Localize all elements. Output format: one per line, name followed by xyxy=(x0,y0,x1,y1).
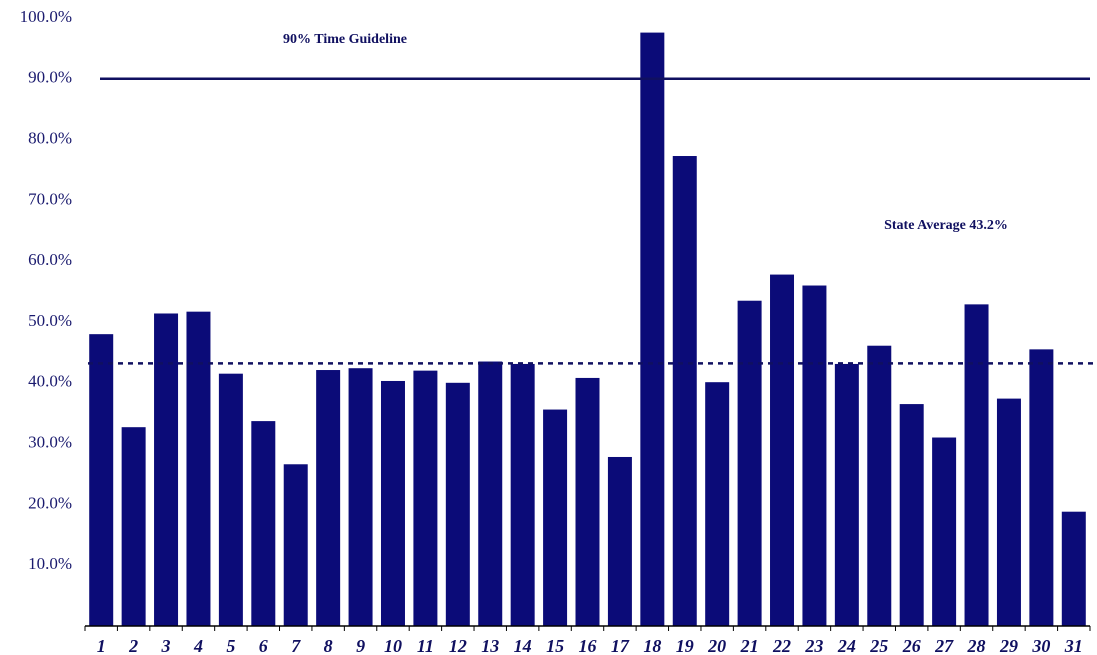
x-tick-label: 13 xyxy=(481,636,499,655)
x-tick-label: 23 xyxy=(804,636,823,655)
bar xyxy=(316,370,341,626)
x-tick-label: 25 xyxy=(869,636,888,655)
reference-label: State Average 43.2% xyxy=(884,218,1008,233)
y-tick-label: 40.0% xyxy=(28,372,72,391)
bar xyxy=(737,300,762,626)
x-tick-label: 1 xyxy=(97,636,106,655)
bar xyxy=(218,373,243,626)
x-tick-label: 30 xyxy=(1031,636,1050,655)
bar xyxy=(640,32,665,627)
bar xyxy=(121,427,146,626)
y-tick-label: 20.0% xyxy=(28,493,72,512)
bar xyxy=(89,334,114,626)
y-tick-label: 60.0% xyxy=(28,250,72,269)
x-tick-label: 18 xyxy=(643,636,661,655)
y-tick-label: 100.0% xyxy=(20,7,72,26)
x-tick-label: 20 xyxy=(707,636,726,655)
x-tick-label: 4 xyxy=(193,636,203,655)
bar xyxy=(348,368,373,626)
x-tick-label: 5 xyxy=(226,636,235,655)
bar xyxy=(607,456,632,626)
x-tick-label: 22 xyxy=(772,636,791,655)
x-tick-label: 8 xyxy=(324,636,333,655)
bar xyxy=(510,363,535,626)
x-tick-label: 11 xyxy=(417,636,434,655)
x-tick-label: 9 xyxy=(356,636,365,655)
bar xyxy=(802,285,827,626)
x-tick-label: 15 xyxy=(546,636,564,655)
x-tick-label: 31 xyxy=(1064,636,1083,655)
reference-label: 90% Time Guideline xyxy=(283,32,407,47)
x-tick-label: 6 xyxy=(259,636,268,655)
x-tick-label: 14 xyxy=(514,636,532,655)
bar xyxy=(186,311,211,626)
bar xyxy=(672,156,697,627)
x-tick-label: 12 xyxy=(449,636,467,655)
bar xyxy=(705,382,730,626)
bar xyxy=(834,363,859,626)
bar xyxy=(251,421,276,626)
bar xyxy=(575,377,600,626)
bar xyxy=(770,274,795,626)
bar xyxy=(964,304,989,626)
bar xyxy=(283,464,308,626)
x-tick-label: 29 xyxy=(999,636,1018,655)
y-tick-label: 70.0% xyxy=(28,189,72,208)
y-tick-label: 30.0% xyxy=(28,433,72,452)
x-tick-label: 3 xyxy=(161,636,171,655)
bar xyxy=(996,398,1021,626)
x-tick-label: 16 xyxy=(579,636,597,655)
bar xyxy=(154,313,179,626)
x-tick-label: 21 xyxy=(740,636,759,655)
bar xyxy=(543,409,568,626)
x-tick-label: 7 xyxy=(291,636,301,655)
bar xyxy=(478,361,503,626)
bar xyxy=(899,404,924,626)
bar xyxy=(445,382,470,626)
bar xyxy=(867,345,892,626)
x-tick-label: 24 xyxy=(837,636,856,655)
bar xyxy=(1029,349,1054,626)
y-tick-label: 50.0% xyxy=(28,311,72,330)
x-tick-label: 19 xyxy=(676,636,694,655)
bar xyxy=(932,437,957,626)
x-tick-label: 26 xyxy=(902,636,921,655)
y-tick-label: 10.0% xyxy=(28,554,72,573)
x-tick-label: 28 xyxy=(967,636,986,655)
bar xyxy=(380,380,405,626)
bar xyxy=(413,370,438,626)
x-tick-label: 17 xyxy=(611,636,630,655)
y-tick-label: 90.0% xyxy=(28,68,72,87)
x-tick-label: 2 xyxy=(128,636,138,655)
y-tick-label: 80.0% xyxy=(28,129,72,148)
bar xyxy=(1061,511,1086,626)
x-tick-label: 27 xyxy=(934,636,954,655)
x-tick-label: 10 xyxy=(384,636,402,655)
